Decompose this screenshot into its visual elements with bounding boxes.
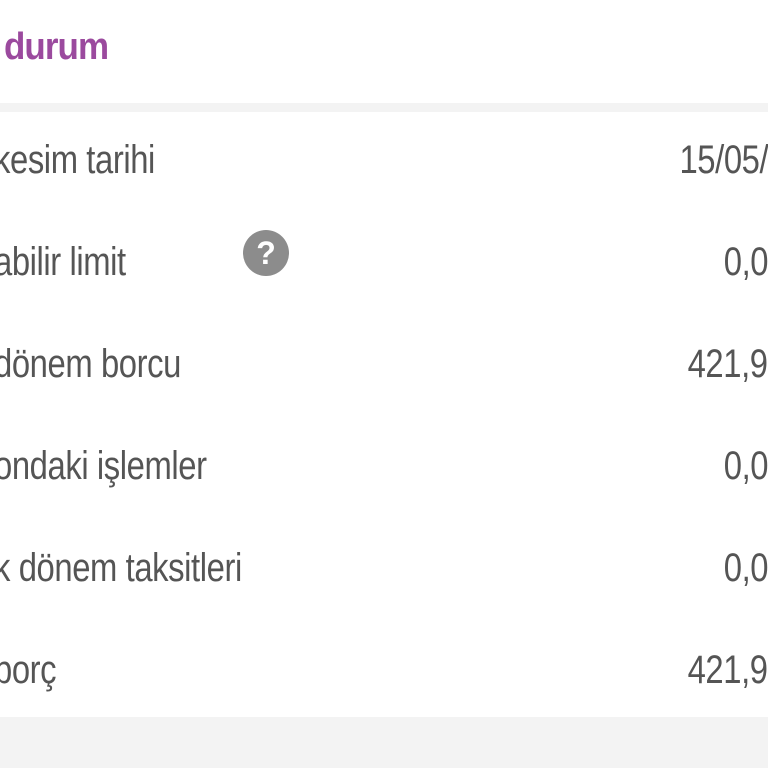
row-value: 421,9 bbox=[687, 648, 768, 692]
list-item-total-debt: borç 421,9 bbox=[0, 622, 768, 724]
list-item-period-debt: dönem borcu 421,9 bbox=[0, 316, 768, 418]
row-value: 15/05/ bbox=[679, 138, 768, 182]
row-label: borç bbox=[0, 648, 57, 692]
row-value: 0,0 bbox=[723, 546, 768, 590]
row-value: 0,0 bbox=[723, 240, 768, 284]
list-item-available-limit: abilir limit 0,0 bbox=[0, 214, 768, 316]
list-item-installments: k dönem taksitleri 0,0 bbox=[0, 520, 768, 622]
row-value: 0,0 bbox=[723, 444, 768, 488]
row-label: kesim tarihi bbox=[0, 138, 155, 182]
row-value: 421,9 bbox=[687, 342, 768, 386]
row-label: ondaki işlemler bbox=[0, 444, 207, 488]
section-header: durum bbox=[0, 0, 768, 103]
row-label: k dönem taksitleri bbox=[0, 546, 242, 590]
row-label: abilir limit bbox=[0, 240, 126, 284]
row-label: dönem borcu bbox=[0, 342, 181, 386]
question-circle-icon[interactable]: ? bbox=[243, 230, 289, 276]
list-item-transactions: ondaki işlemler 0,0 bbox=[0, 418, 768, 520]
section-title: durum bbox=[4, 26, 109, 68]
summary-list: kesim tarihi 15/05/ abilir limit 0,0 dön… bbox=[0, 112, 768, 717]
list-item-statement-date: kesim tarihi 15/05/ bbox=[0, 112, 768, 214]
